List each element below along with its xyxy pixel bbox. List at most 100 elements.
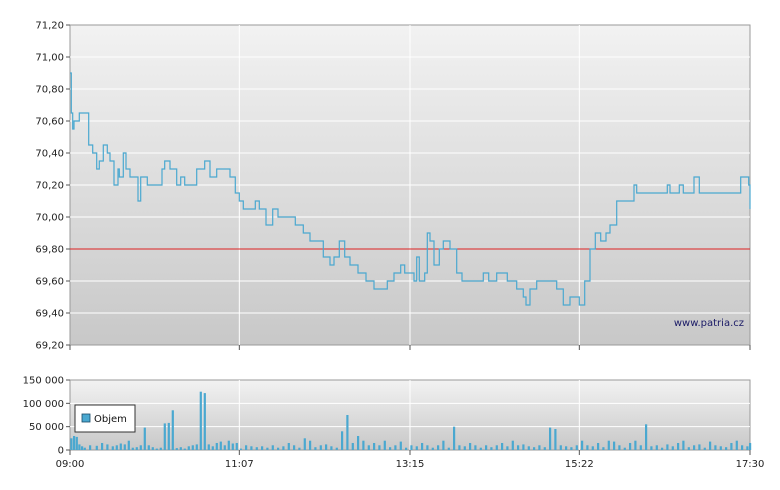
volume-bar [463, 446, 466, 450]
price-x-tickmarks [69, 345, 751, 350]
volume-bar [207, 444, 210, 450]
volume-bar [597, 443, 600, 450]
volume-bar [677, 443, 680, 450]
volume-bar [458, 445, 461, 450]
volume-bar [511, 440, 514, 450]
volume-bar [607, 440, 610, 450]
volume-bar [485, 445, 488, 450]
volume-bar [282, 446, 285, 450]
price-y-tick-label: 70,00 [35, 213, 64, 224]
volume-bar [266, 447, 269, 450]
volume-bar [538, 445, 541, 450]
volume-bar [719, 446, 722, 450]
volume-bar [341, 431, 344, 450]
volume-bar [139, 445, 142, 450]
volume-bar [127, 440, 130, 450]
volume-bar [741, 445, 744, 450]
volume-bar [650, 446, 653, 450]
volume-bar [147, 445, 150, 450]
watermark-text: www.patria.cz [674, 318, 744, 329]
volume-bar [421, 443, 424, 450]
volume-panel: 150 000 100 000 50 000 0 09:00 11:07 13:15 15:… [23, 376, 765, 471]
volume-bar [405, 447, 408, 450]
price-y-tick-label: 70,20 [35, 181, 64, 192]
volume-bar [367, 445, 370, 450]
volume-bar [527, 446, 530, 450]
volume-bar [565, 446, 568, 450]
volume-bar [271, 445, 274, 450]
volume-bar [245, 445, 248, 450]
volume-bar [749, 443, 752, 450]
volume-bar [325, 444, 328, 450]
x-tick-label: 11:07 [225, 459, 254, 470]
volume-bar [645, 424, 648, 450]
volume-bar [73, 436, 76, 450]
volume-bar [335, 447, 338, 450]
volume-bar [698, 444, 701, 450]
volume-bar [89, 445, 92, 450]
volume-bar [602, 447, 605, 450]
x-tick-label: 09:00 [56, 459, 85, 470]
volume-bar [119, 443, 122, 450]
volume-bar [70, 438, 73, 450]
volume-bar [586, 445, 589, 450]
price-y-tick-label: 69,20 [35, 341, 64, 352]
volume-bar [378, 445, 381, 450]
volume-bar [239, 448, 242, 450]
volume-bar [293, 445, 296, 450]
volume-bar [330, 446, 333, 450]
volume-bar [474, 445, 477, 450]
volume-bar [661, 447, 664, 450]
volume-bar [195, 444, 198, 450]
x-axis: 09:00 11:07 13:15 15:22 17:30 [56, 450, 765, 470]
volume-bar [725, 447, 728, 450]
price-y-tick-label: 70,40 [35, 149, 64, 160]
volume-bar [75, 436, 78, 450]
volume-bar [410, 445, 413, 450]
volume-bar [693, 445, 696, 450]
volume-bar [250, 446, 253, 450]
x-tick-label: 13:15 [396, 459, 425, 470]
price-y-tick-label: 71,00 [35, 53, 64, 64]
volume-bar [123, 444, 126, 450]
volume-bar [143, 427, 146, 450]
volume-bar [309, 440, 312, 450]
volume-bar [415, 446, 418, 450]
volume-gridlines [70, 380, 750, 450]
price-y-tick-label: 70,80 [35, 85, 64, 96]
volume-bar [730, 443, 733, 450]
volume-bar [437, 445, 440, 450]
volume-bar [261, 446, 264, 450]
volume-bar [634, 440, 637, 450]
volume-bar [215, 443, 218, 450]
volume-bar [591, 446, 594, 450]
x-tick-label: 17:30 [736, 459, 765, 470]
volume-bar [211, 446, 214, 450]
volume-bar [501, 443, 504, 450]
volume-bar [357, 436, 360, 450]
volume-bar [115, 445, 118, 450]
volume-bar [101, 443, 104, 450]
volume-bar [495, 445, 498, 450]
volume-bar [506, 446, 509, 450]
price-y-tick-label: 69,80 [35, 245, 64, 256]
volume-bar [746, 446, 749, 450]
price-y-tick-label: 69,40 [35, 309, 64, 320]
volume-bar [469, 443, 472, 450]
volume-bar [159, 447, 162, 450]
volume-bar [735, 440, 738, 450]
legend-swatch-objem [81, 413, 91, 423]
volume-bar [383, 440, 386, 450]
volume-bar [490, 447, 493, 450]
x-tick-label: 15:22 [565, 459, 594, 470]
volume-bar [167, 422, 170, 450]
volume-bar [83, 447, 86, 450]
price-series-line [70, 72, 751, 306]
volume-bar [131, 447, 134, 450]
volume-bar [179, 447, 182, 450]
volume-bar [163, 423, 166, 450]
volume-bar [613, 441, 616, 450]
volume-bar [682, 440, 685, 450]
volume-bar [618, 445, 621, 450]
volume-bar [235, 443, 238, 450]
